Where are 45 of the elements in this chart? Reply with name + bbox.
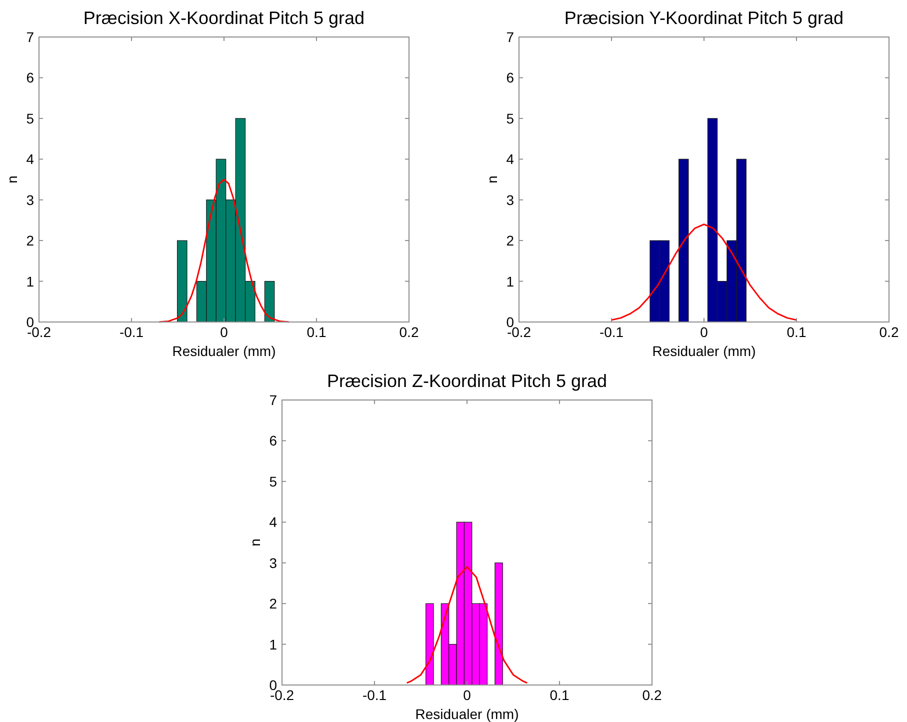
y-tick-label: 3: [269, 554, 278, 571]
x-tick-label: 0: [463, 687, 472, 703]
y-tick-label: 4: [269, 514, 278, 530]
y-axis-title: n: [484, 176, 500, 184]
y-tick-label: 2: [26, 232, 34, 249]
y-axis-title: n: [247, 538, 263, 546]
x-tick-label: 0.2: [879, 324, 899, 340]
y-tick-label: 7: [269, 392, 278, 408]
chart-title: Præcision Z-Koordinat Pitch 5 grad: [326, 371, 608, 391]
x-axis-title: Residualer (mm): [415, 706, 519, 722]
y-tick-label: 1: [26, 273, 34, 290]
line-series: [406, 566, 528, 684]
y-tick-label: 7: [506, 29, 514, 45]
line-series: [610, 224, 798, 321]
chart-title: Præcision X-Koordinat Pitch 5 grad: [83, 8, 365, 28]
x-tick-label: 0: [700, 324, 708, 340]
y-tick-label: 5: [269, 473, 278, 490]
x-tick-label: 0: [220, 324, 228, 340]
x-tick-label: -0.1: [362, 687, 387, 703]
y-tick-label: 6: [26, 70, 34, 86]
chart-title: Præcision Y-Koordinat Pitch 5 grad: [564, 8, 844, 28]
x-axis-title: Residualer (mm): [172, 343, 276, 359]
x-tick-label: 0.2: [399, 324, 419, 340]
y-tick-label: 2: [506, 232, 514, 249]
y-tick-label: 2: [269, 596, 278, 612]
x-tick-label: 0.1: [786, 324, 806, 340]
y-axis-title: n: [4, 176, 20, 184]
x-tick-label: -0.1: [119, 324, 144, 340]
y-tick-label: 5: [26, 110, 34, 126]
y-tick-label: 6: [506, 70, 514, 86]
x-tick-label: 0.1: [550, 687, 570, 703]
x-tick-label: 0.1: [306, 324, 326, 340]
line-series: [158, 178, 290, 323]
y-tick-label: 6: [269, 432, 278, 449]
y-tick-label: 4: [26, 151, 34, 168]
y-tick-label: 1: [506, 273, 514, 290]
y-tick-label: 1: [269, 636, 278, 652]
y-tick-label: 3: [26, 192, 34, 208]
x-axis-title: Residualer (mm): [652, 343, 756, 359]
x-tick-label: 0.2: [642, 687, 662, 703]
y-tick-label: 5: [506, 110, 514, 126]
y-tick-label: 4: [506, 151, 514, 168]
x-tick-label: -0.1: [599, 324, 624, 340]
y-tick-label: 7: [26, 29, 34, 45]
y-tick-label: 3: [506, 192, 514, 208]
